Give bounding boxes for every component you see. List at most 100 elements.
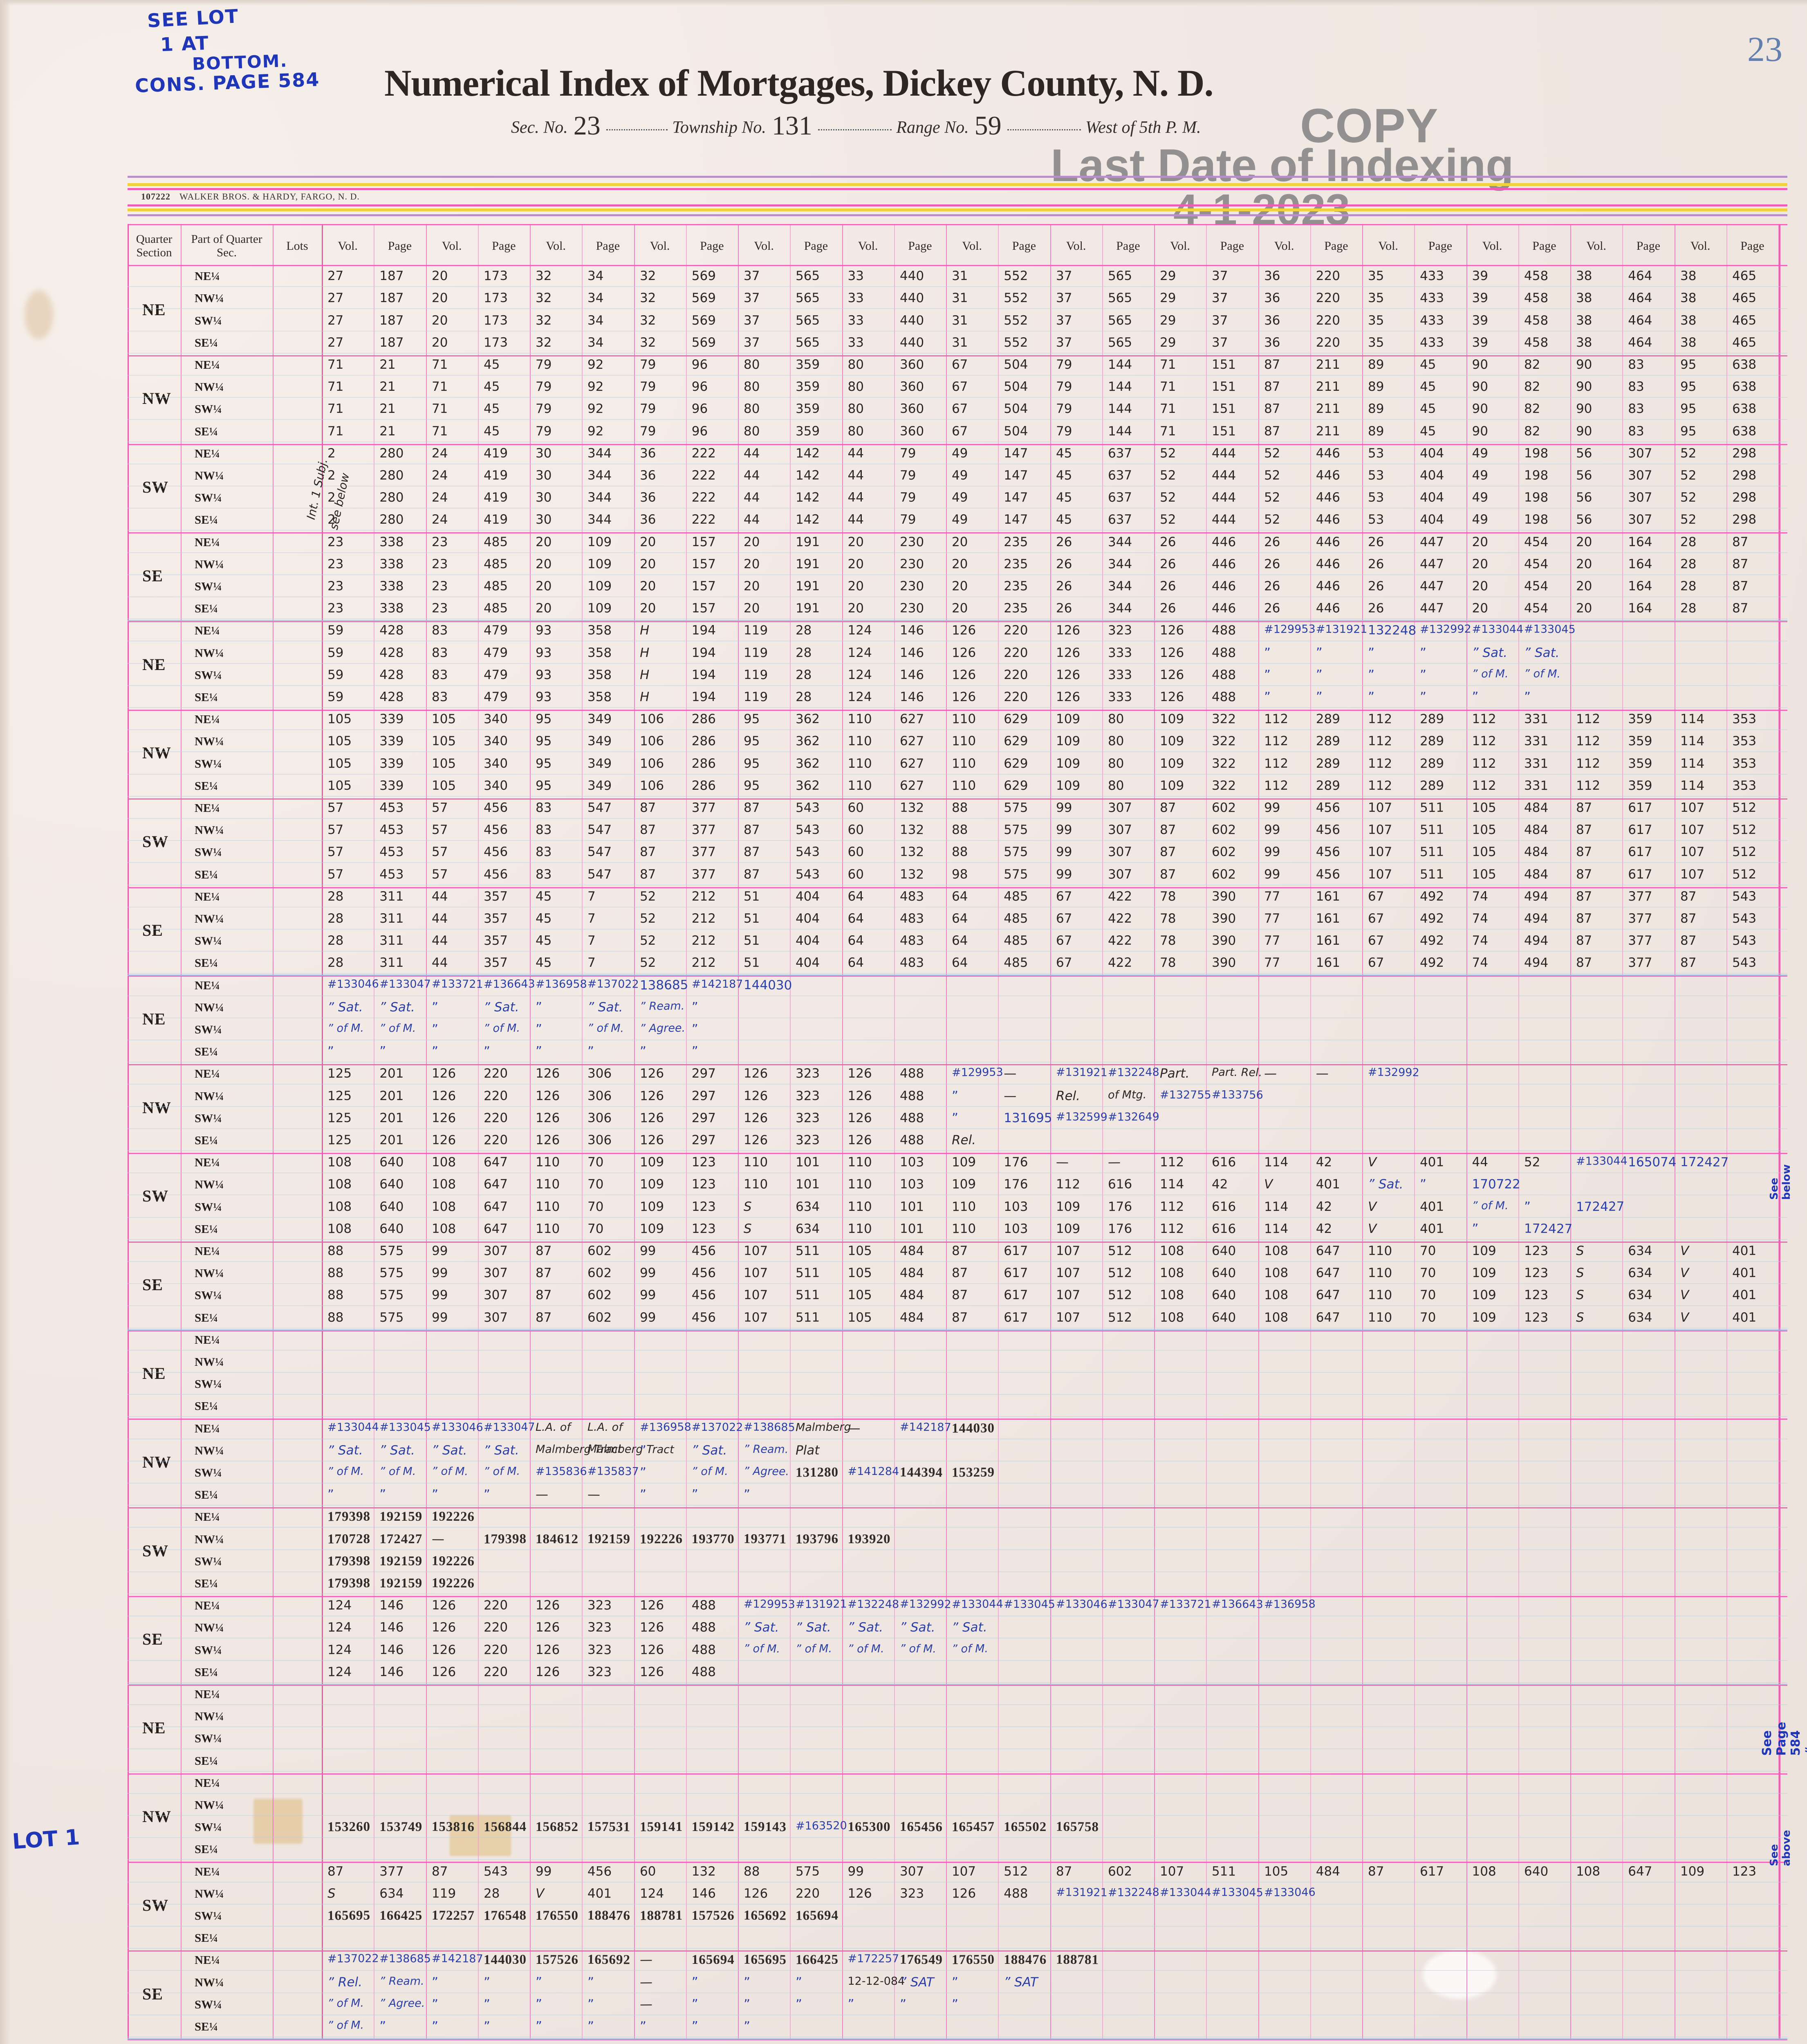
table-cell: 289 [1420, 711, 1444, 727]
table-cell: #129953 [951, 1066, 1003, 1079]
table-cell: ” [1420, 1177, 1427, 1192]
table-cell: 108 [327, 1199, 352, 1214]
part-of-quarter-label: SE¼ [195, 1665, 218, 1679]
table-cell: ” of M. [379, 1465, 416, 1478]
table-cell: 126 [847, 1088, 872, 1103]
table-cell: 456 [1316, 867, 1340, 882]
table-cell: 70 [1420, 1310, 1436, 1325]
table-cell: 80 [743, 357, 760, 372]
table-cell: 176 [1108, 1199, 1132, 1214]
table-cell: 27 [327, 313, 344, 328]
table-cell: 126 [1160, 645, 1184, 660]
table-cell: 126 [431, 1642, 456, 1657]
table-cell: ” [1316, 645, 1323, 660]
table-cell: 20 [431, 335, 448, 350]
table-cell: ” [431, 1975, 438, 1990]
table-cell: 179398 [327, 1553, 371, 1569]
table-cell: 12-12-084 [847, 1975, 905, 1988]
table-column-rule [1779, 224, 1780, 2039]
printer-imprint: 107222 WALKER BROS. & HARDY, FARGO, N. D. [141, 191, 360, 202]
table-cell: 108 [1160, 1243, 1184, 1258]
table-row-rule [128, 397, 1787, 398]
table-cell: 112 [1368, 734, 1392, 749]
table-cell: 83 [536, 823, 552, 838]
table-cell: 339 [379, 756, 404, 771]
table-cell: 156852 [536, 1820, 578, 1835]
table-cell: ” [536, 1000, 543, 1015]
table-cell: 33 [847, 313, 864, 328]
table-cell: 89 [1368, 401, 1384, 417]
table-cell: 37 [1056, 291, 1072, 306]
quarter-section-label-se: SE [142, 1275, 163, 1294]
table-cell: 30 [536, 468, 552, 483]
table-cell: 512 [1108, 1265, 1132, 1281]
table-cell: 71 [327, 424, 344, 439]
table-cell: 377 [691, 845, 716, 860]
table-cell: 492 [1420, 955, 1444, 970]
table-cell: 101 [796, 1154, 820, 1170]
table-cell: 108 [1472, 1864, 1496, 1879]
part-of-quarter-label: SW¼ [195, 403, 222, 416]
part-of-quarter-label: SW¼ [195, 1555, 222, 1568]
table-cell: 26 [1264, 578, 1280, 594]
table-cell: 99 [1056, 845, 1072, 860]
table-cell: ” [951, 1110, 959, 1125]
table-cell: 108 [1576, 1864, 1601, 1879]
table-cell: 565 [796, 313, 820, 328]
table-cell: 79 [639, 357, 656, 372]
table-cell: 307 [1108, 867, 1132, 882]
table-cell: ” Ream. [379, 1975, 424, 1988]
table-cell: 71 [431, 357, 448, 372]
table-cell: 488 [1212, 689, 1236, 705]
table-cell: 32 [536, 291, 552, 306]
table-cell: 87 [639, 845, 656, 860]
table-cell: 112 [1472, 778, 1496, 793]
table-cell: 422 [1108, 955, 1132, 970]
table-cell: L.A. of [536, 1421, 571, 1434]
table-cell: 333 [1108, 689, 1132, 705]
table-cell: ” Sat. [743, 1620, 779, 1635]
table-cell: 112 [1472, 712, 1496, 727]
table-cell: 377 [691, 800, 716, 815]
table-cell: 105 [847, 1266, 872, 1281]
table-cell: 90 [1472, 424, 1488, 439]
table-row-rule [128, 1329, 1787, 1331]
table-cell: 617 [1004, 1243, 1028, 1258]
table-cell: 87 [1732, 534, 1749, 549]
table-cell: 59 [327, 623, 344, 638]
table-cell: 401 [1732, 1243, 1757, 1259]
table-cell: 444 [1212, 512, 1236, 527]
table-column-rule [686, 224, 687, 2039]
table-cell: 617 [1004, 1288, 1028, 1303]
rule-band [128, 183, 1787, 186]
table-cell: 52 [1160, 512, 1176, 527]
table-cell: 67 [1368, 955, 1384, 970]
table-cell: 404 [796, 889, 820, 904]
table-cell: ” [796, 1975, 803, 1990]
table-cell: 45 [536, 933, 552, 948]
table-cell: 637 [1108, 490, 1132, 505]
table-cell: 401 [1732, 1310, 1757, 1325]
table-row-rule [128, 1172, 1787, 1174]
table-cell: 629 [1004, 712, 1028, 727]
table-cell: 446 [1212, 534, 1236, 549]
table-row-rule [128, 1682, 1787, 1683]
table-cell: 153260 [327, 1819, 371, 1835]
table-cell: 28 [796, 623, 812, 638]
table-cell: 88 [327, 1243, 344, 1259]
meridian-label: West of 5th P. M. [1085, 118, 1201, 137]
table-cell: 37 [743, 313, 760, 328]
table-cell: 103 [1004, 1199, 1028, 1214]
table-cell: 70 [1420, 1243, 1436, 1259]
table-cell: 20 [431, 313, 448, 328]
table-cell: 87 [1160, 867, 1176, 882]
table-cell: 90 [1472, 401, 1488, 417]
table-cell: 446 [1316, 490, 1340, 505]
table-cell: 67 [1056, 933, 1072, 948]
table-cell: 192226 [431, 1576, 475, 1591]
table-cell: 307 [1108, 800, 1132, 816]
table-column-rule [1466, 224, 1467, 2039]
table-cell: 647 [483, 1199, 508, 1214]
table-cell: 201 [379, 1132, 404, 1148]
table-cell: 575 [379, 1310, 404, 1325]
